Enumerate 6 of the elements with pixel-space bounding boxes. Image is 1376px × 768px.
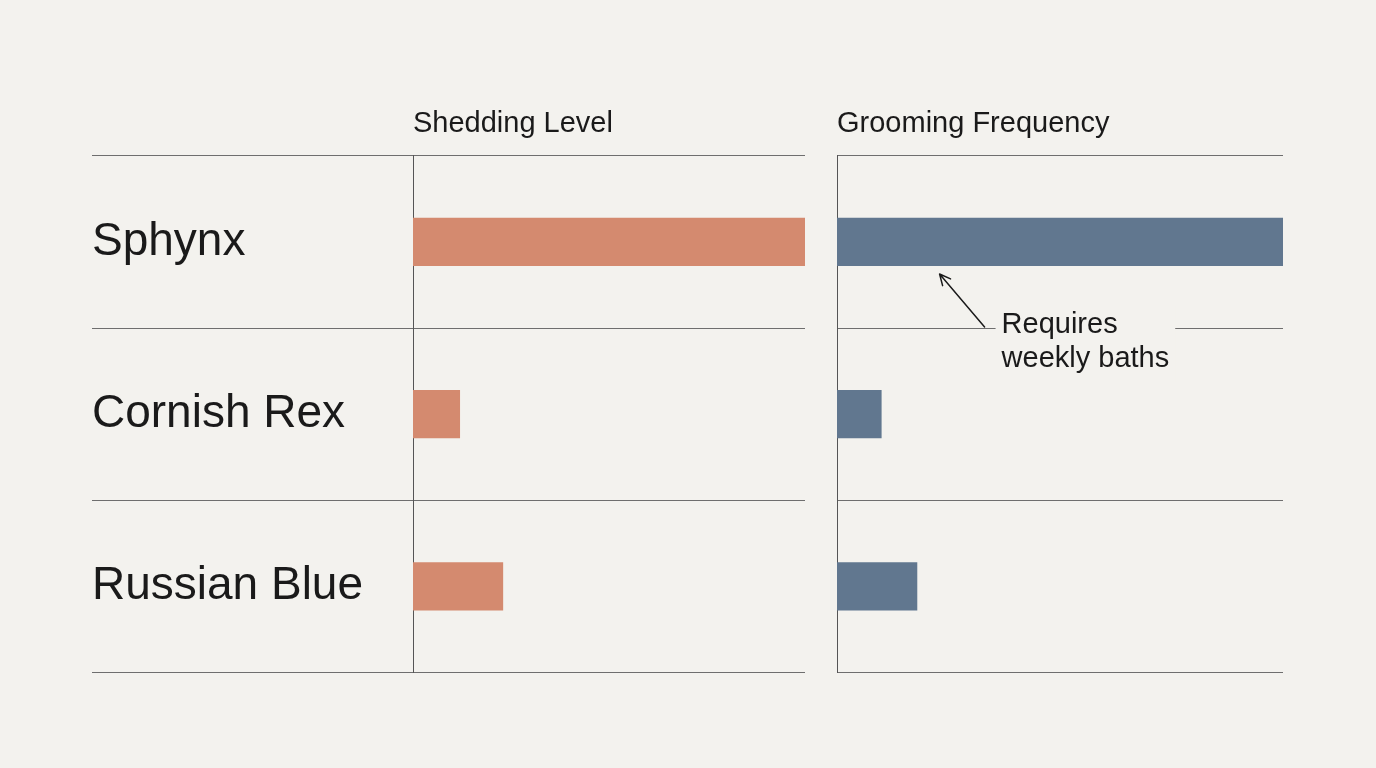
chart-title: Grooming Frequency [837,106,1110,139]
y-tick-label: Cornish Rex [92,384,346,437]
chart-title: Shedding Level [413,106,613,139]
annotation: Requires weekly baths [1000,306,1170,373]
y-tick-label: Sphynx [92,212,246,265]
y-tick-label: Russian Blue [92,556,364,609]
